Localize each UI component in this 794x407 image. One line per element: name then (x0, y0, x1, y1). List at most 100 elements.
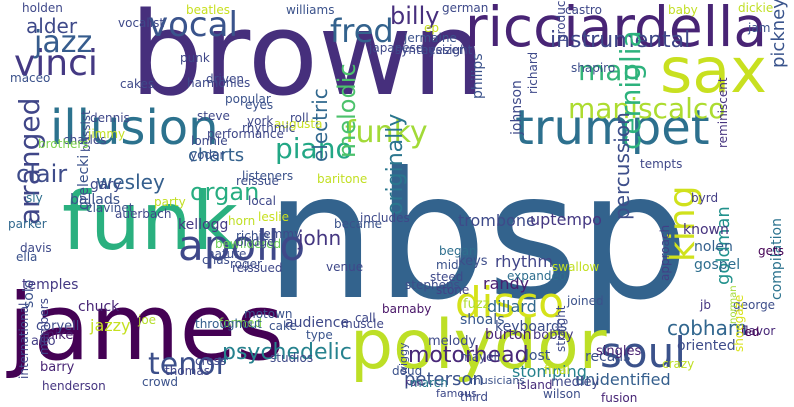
cloud-word: organ (190, 178, 260, 206)
cloud-word: ballads (70, 192, 121, 208)
cloud-word: nolen (694, 239, 733, 255)
cloud-word: soul (600, 328, 686, 377)
cloud-word: jazz (34, 25, 93, 60)
cloud-word: straight (554, 305, 568, 352)
cloud-word: reissue (236, 174, 279, 188)
cloud-word: crowd (142, 375, 179, 389)
cloud-word: swallow (552, 260, 600, 274)
cloud-word: brown (130, 0, 486, 122)
cloud-word: coryell (36, 319, 80, 334)
cloud-word: audience (285, 315, 350, 331)
cloud-word: became (334, 217, 383, 231)
cloud-word: illusion (50, 100, 219, 156)
cloud-word: parker (8, 217, 47, 231)
cloud-word: compilation (769, 218, 785, 300)
cloud-word: uptempo (530, 210, 602, 229)
cloud-word: run (405, 376, 424, 389)
cloud-word: musicians (470, 374, 526, 387)
cloud-word: muscle (341, 317, 384, 331)
cloud-word: augusta (274, 117, 323, 131)
cloud-word: trombone (458, 211, 536, 230)
cloud-word: wesley (96, 170, 165, 194)
cloud-word: march (410, 376, 448, 390)
cloud-word: formed (219, 316, 262, 330)
cloud-word: davis (20, 241, 52, 255)
cloud-word: studios (270, 351, 314, 365)
cloud-word: includes (360, 211, 410, 225)
cloud-word: alder (26, 14, 78, 38)
cloud-word: charts (188, 145, 245, 166)
cloud-word: lost (525, 348, 551, 364)
cloud-word: popular (225, 92, 271, 106)
cloud-word: steed (430, 270, 464, 284)
cloud-word: baby (668, 3, 698, 17)
cloud-word: flavor (741, 324, 776, 338)
cloud-word: crazy (662, 357, 695, 371)
cloud-word: beatles (186, 3, 231, 17)
cloud-word: baritone (317, 172, 368, 186)
cloud-word: richard (526, 51, 540, 94)
cloud-word: final (544, 363, 570, 377)
cloud-word: james (8, 274, 285, 381)
cloud-word: roll (290, 111, 309, 125)
cloud-word: eyes (245, 98, 274, 112)
cloud-word: originally (383, 113, 408, 215)
cloud-word: randy (483, 274, 530, 293)
cloud-word: melodic (333, 63, 361, 158)
cloud-word: wilson (543, 387, 581, 401)
cloud-word: thomas (165, 364, 210, 378)
cloud-word: shoegaze (732, 294, 746, 352)
cloud-word: piano (275, 132, 353, 165)
cloud-word: singles (596, 344, 642, 359)
cloud-word: henderson (42, 379, 106, 393)
cloud-word: steve (197, 109, 230, 123)
cloud-word: led (741, 325, 760, 339)
cloud-word: funk (62, 175, 238, 268)
cloud-word: jam (748, 21, 771, 35)
cloud-word: keys (458, 254, 488, 269)
cloud-word: chuck (78, 299, 120, 315)
cloud-word: psychedelic (222, 340, 352, 365)
cloud-word: motown (244, 307, 293, 321)
cloud-word: instrumental (550, 28, 691, 53)
cloud-word: melody (428, 334, 477, 349)
cloud-word: venue (326, 260, 364, 274)
cloud-word: synthesizer (395, 43, 464, 57)
cloud-word: philips (470, 53, 486, 99)
cloud-word: johnson (509, 80, 525, 135)
cloud-word: stomping (512, 362, 587, 381)
cloud-word: kellogg (178, 217, 229, 233)
cloud-word: fusion (601, 391, 638, 405)
cloud-word: joined (567, 294, 604, 308)
cloud-word: temples (22, 277, 79, 293)
cloud-word: mayell (460, 350, 501, 364)
cloud-word: holden (22, 1, 63, 15)
cloud-word: approach (658, 224, 672, 281)
cloud-word: maniscalco (568, 92, 726, 125)
cloud-word: famous (436, 387, 477, 400)
cloud-word: barnaby (382, 302, 432, 316)
cloud-word: throughout (195, 317, 262, 331)
cloud-word: rhythm (495, 252, 553, 271)
cloud-word: listeners (242, 169, 294, 183)
cloud-word: keyboards (495, 319, 568, 335)
cloud-word: ep (424, 21, 439, 35)
cloud-word: recalls (585, 349, 631, 365)
cloud-word: john (298, 226, 342, 250)
cloud-word: harmonies (187, 76, 251, 90)
cloud-word: sly (26, 191, 43, 205)
cloud-word: expanded (507, 269, 567, 283)
cloud-word: lonnie (191, 134, 228, 148)
cloud-word: trumpet (515, 100, 710, 156)
cloud-word: cakes (120, 77, 155, 91)
cloud-word: ricciardella (465, 0, 768, 59)
cloud-word: oriented (677, 338, 736, 354)
cloud-word: unidentified (575, 370, 671, 389)
cloud-word: roger (230, 257, 262, 271)
cloud-word: known (683, 222, 729, 238)
cloud-word: man (578, 54, 641, 87)
cloud-word: tempts (640, 157, 683, 171)
cloud-word: bewildered (215, 237, 282, 251)
cloud-word: castro (565, 3, 602, 17)
